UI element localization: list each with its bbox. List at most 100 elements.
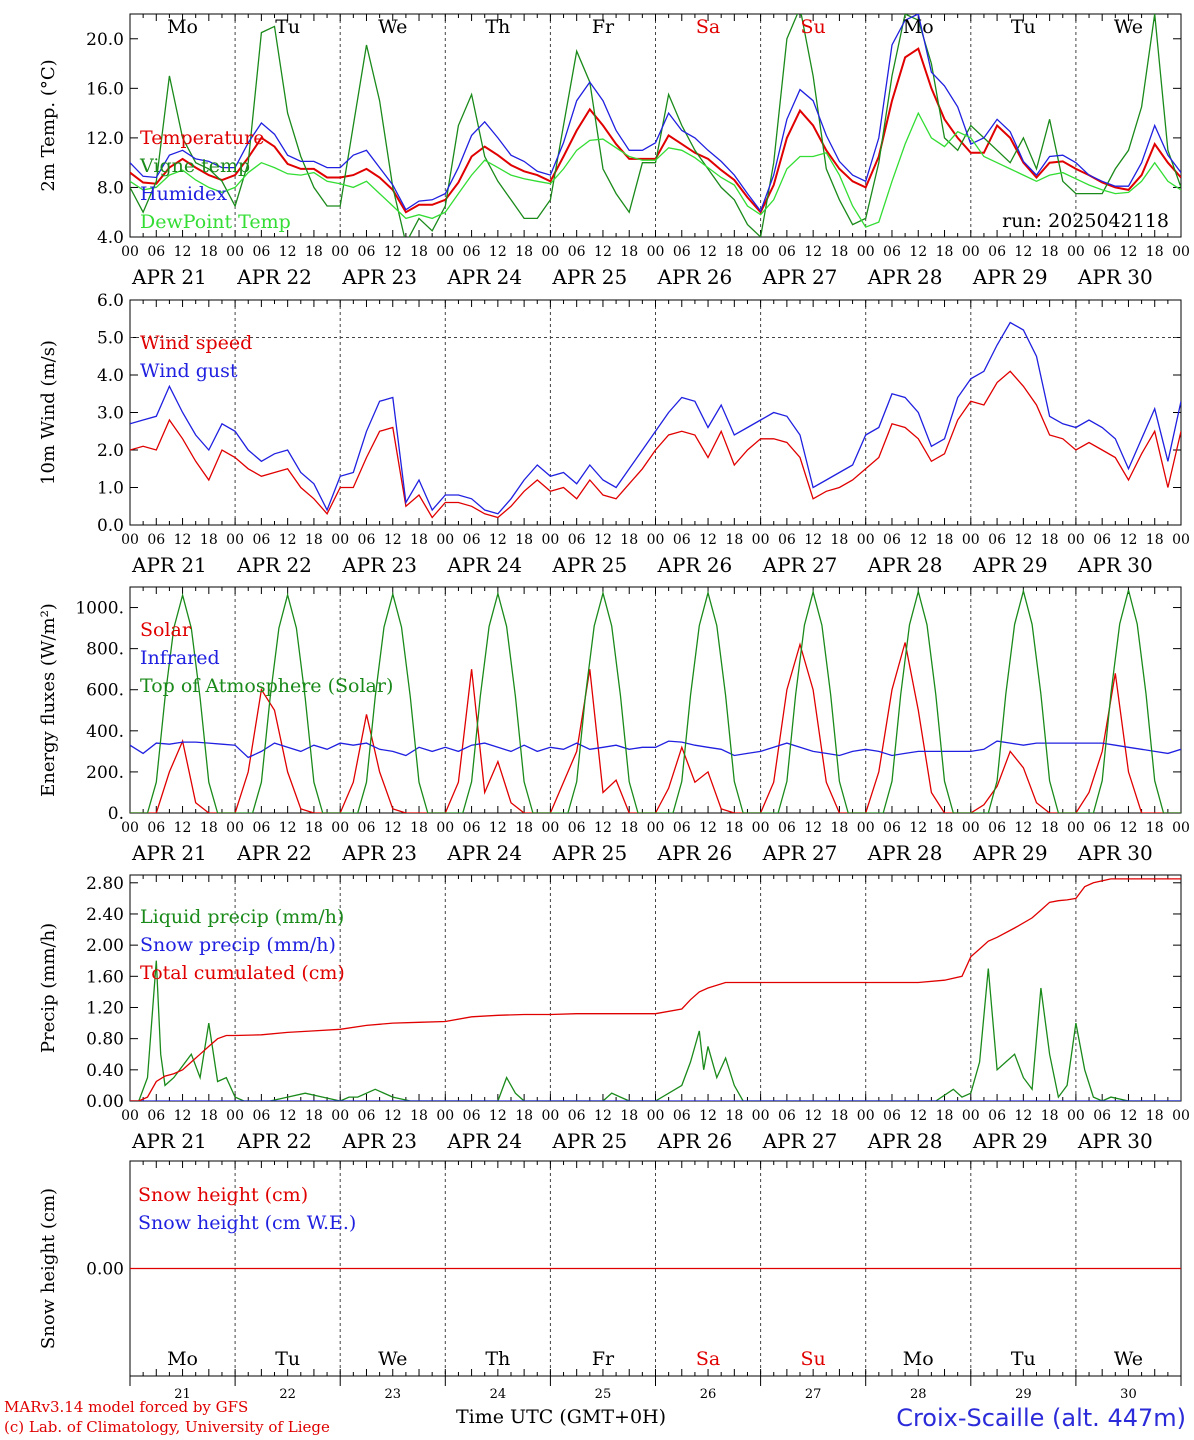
hour-label: 12 [384,244,402,260]
series-line-dewpoint-temp [130,111,1181,228]
hour-label: 18 [200,820,218,836]
hour-label: 06 [568,1108,586,1124]
weekday-label: Sa [696,16,720,38]
time-axis-title: Time UTC (GMT+0H) [456,1406,667,1428]
hour-label: 18 [725,532,743,548]
weekday-label: Tu [275,16,300,38]
hour-label: 00 [436,532,454,548]
panel-frame-2 [129,299,1182,526]
hour-label: 06 [778,1108,796,1124]
hour-label: 12 [1014,532,1032,548]
hour-label: 06 [463,244,481,260]
hour-label: 12 [279,532,297,548]
hour-label: 12 [699,820,717,836]
y-tick-label: 0. [108,804,124,824]
date-label: APR 23 [341,1129,417,1153]
weekday-label: We [378,1348,407,1370]
hour-label: 00 [331,532,349,548]
hour-label: 00 [226,532,244,548]
date-label: APR 21 [131,841,207,865]
weekday-label: Mo [903,16,934,38]
hour-label: 12 [279,820,297,836]
hour-label: 00 [1172,532,1190,548]
lab-credit-line: (c) Lab. of Climatology, University of L… [4,1418,330,1436]
hour-label: 12 [594,820,612,836]
y-tick-label: 0.0 [97,516,124,536]
y-tick-label: 400. [86,722,124,742]
hour-label: 00 [331,820,349,836]
hour-label: 18 [725,1108,743,1124]
date-label: APR 30 [1077,841,1153,865]
hour-label: 18 [1146,1108,1164,1124]
legend-entry: Vigne temp [139,155,250,177]
hour-label: 00 [121,820,139,836]
hour-label: 00 [962,1108,980,1124]
hour-label: 12 [594,244,612,260]
hour-label: 06 [463,1108,481,1124]
hour-label: 18 [725,244,743,260]
hour-label: 06 [883,244,901,260]
hour-label: 06 [1093,244,1111,260]
y-tick-label: 200. [86,763,124,783]
date-label: APR 24 [446,265,522,289]
hour-label: 00 [962,820,980,836]
hour-label: 00 [1172,820,1190,836]
hour-label: 12 [174,244,192,260]
day-number-label: 27 [805,1387,822,1402]
hour-label: 18 [1146,820,1164,836]
hour-label: 12 [699,1108,717,1124]
hour-label: 00 [121,244,139,260]
hour-label: 00 [752,1108,770,1124]
date-label: APR 29 [972,841,1048,865]
legend-entry: Snow precip (mm/h) [140,934,336,956]
hour-label: 18 [936,820,954,836]
hour-label: 18 [1041,820,1059,836]
legend-entry: DewPoint Temp [140,211,291,233]
hour-label: 12 [699,532,717,548]
hour-label: 18 [620,1108,638,1124]
hour-label: 18 [831,532,849,548]
hour-label: 00 [752,244,770,260]
hour-label: 06 [358,820,376,836]
legend-entry: Temperature [140,127,264,149]
legend-entry: Snow height (cm W.E.) [138,1212,356,1234]
date-label: APR 29 [972,553,1048,577]
legend-entry: Top of Atmosphere (Solar) [140,675,393,697]
hour-label: 18 [515,820,533,836]
hour-label: 12 [1120,532,1138,548]
y-tick-label: 2.80 [86,874,124,894]
hour-label: 12 [594,532,612,548]
hour-label: 00 [647,820,665,836]
hour-label: 00 [121,1108,139,1124]
hour-label: 06 [463,532,481,548]
weekday-label: Sa [696,1348,720,1370]
hour-label: 00 [857,820,875,836]
y-axis-label: Energy fluxes (W/m²) [38,603,59,797]
y-tick-label: 4.0 [97,366,124,386]
hour-label: 06 [988,1108,1006,1124]
hour-label: 00 [1067,244,1085,260]
date-label: APR 22 [236,553,312,577]
series-line-vigne-temp [130,14,1181,237]
hour-label: 06 [778,532,796,548]
hour-label: 12 [909,1108,927,1124]
series-line-temperature [130,47,1181,214]
hour-label: 06 [147,1108,165,1124]
hour-label: 12 [489,820,507,836]
hour-label: 18 [620,532,638,548]
hour-label: 06 [1093,820,1111,836]
hour-label: 18 [831,244,849,260]
hour-label: 12 [489,244,507,260]
hour-label: 06 [463,820,481,836]
hour-label: 06 [883,1108,901,1124]
hour-label: 06 [778,820,796,836]
legend-entry: Wind speed [140,332,252,354]
hour-label: 18 [515,244,533,260]
station-title: Croix-Scaille (alt. 447m) [896,1404,1186,1432]
hour-label: 18 [936,244,954,260]
hour-label: 00 [541,244,559,260]
date-label: APR 27 [762,841,838,865]
hour-label: 00 [1172,244,1190,260]
hour-label: 12 [909,244,927,260]
